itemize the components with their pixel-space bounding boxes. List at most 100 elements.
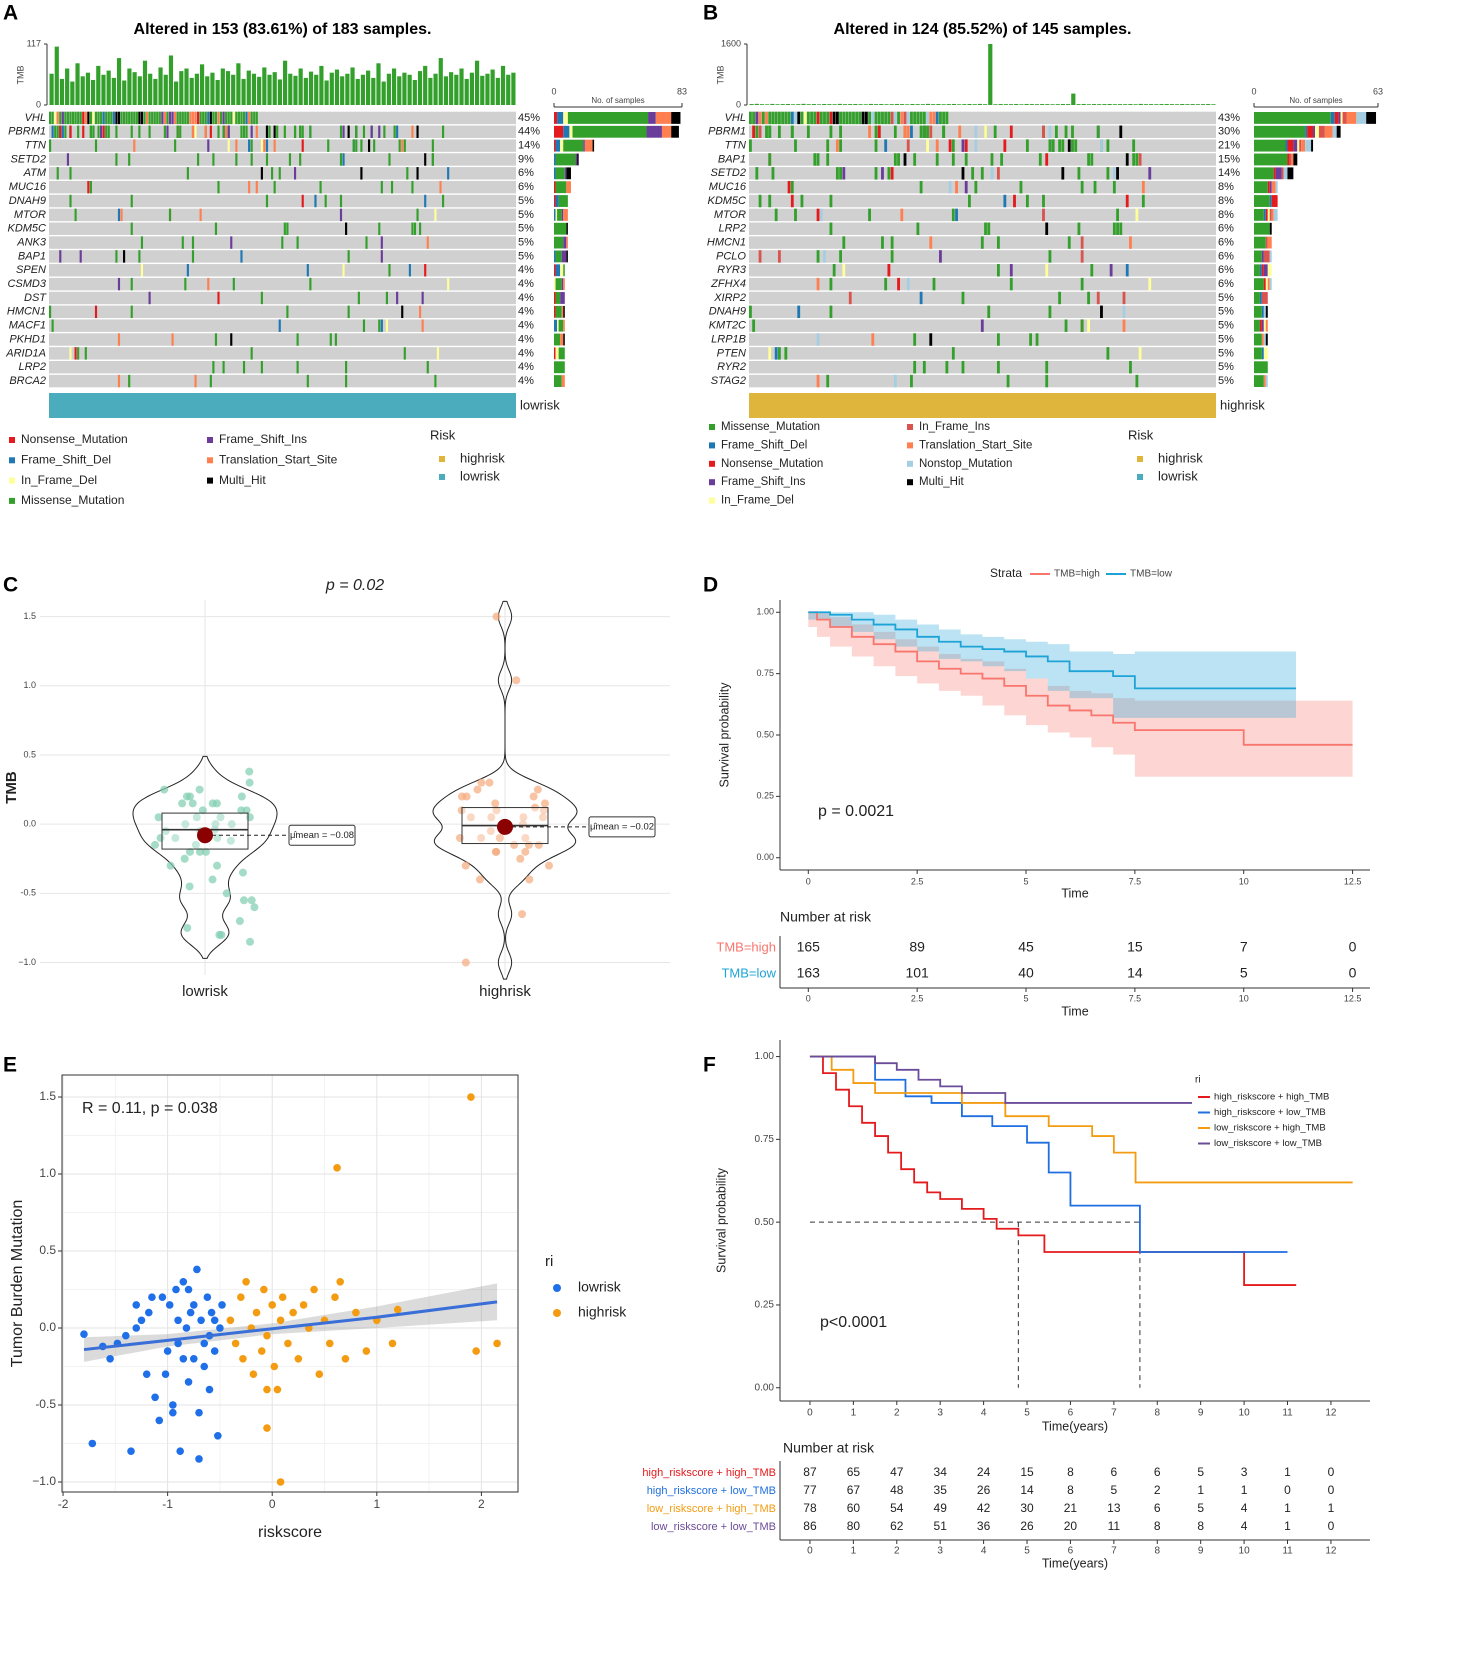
mean-box <box>588 816 656 838</box>
tmb-bar <box>246 70 251 105</box>
mutation-cell <box>768 153 772 166</box>
mutation-cell <box>100 125 103 138</box>
tmb-bar <box>983 104 988 105</box>
group-label: highrisk <box>1220 397 1265 412</box>
mutation-cell <box>148 125 151 138</box>
mutation-cell <box>130 111 133 125</box>
point <box>201 847 210 856</box>
mutation-cell <box>380 236 383 249</box>
point <box>521 834 530 843</box>
mutation-cell <box>248 180 251 194</box>
count-bar-segment <box>1313 125 1316 138</box>
tmb-bar <box>858 104 863 105</box>
mutation-cell <box>774 208 778 222</box>
mutation-cell <box>774 111 778 125</box>
count-bar-segment <box>661 125 672 138</box>
mutation-cell <box>1045 361 1049 374</box>
point <box>176 1447 184 1455</box>
x-tick-label: 2 <box>478 1497 485 1511</box>
mutation-cell <box>441 125 445 138</box>
y-tick-label: 0.0 <box>23 819 36 829</box>
mutation-cell <box>1106 139 1110 152</box>
point <box>250 903 259 912</box>
gene-row <box>49 194 516 208</box>
mutation-cell <box>82 111 85 125</box>
count-bar-segment <box>1340 112 1343 124</box>
point <box>539 806 548 815</box>
risk-x-tick-label: 4 <box>981 1546 987 1557</box>
mutation-cell <box>935 153 939 166</box>
mutation-cell <box>235 153 238 166</box>
gene-percent: 4% <box>518 333 534 345</box>
risk-x-tick-label: 0 <box>806 993 811 1003</box>
tmb-bar <box>168 55 174 105</box>
mutation-cell <box>951 347 955 360</box>
mutation-cell <box>82 125 85 138</box>
count-bar-segment <box>1336 125 1341 138</box>
mutation-cell <box>939 111 942 125</box>
mutation-cell <box>996 236 1000 249</box>
tmb-bar <box>308 71 314 105</box>
mutation-cell <box>903 111 907 125</box>
tmb-bar <box>490 69 495 105</box>
mutation-cell <box>352 139 355 152</box>
mutation-cell <box>54 111 57 125</box>
mutation-cell <box>148 111 151 125</box>
tmb-bar <box>1097 104 1102 105</box>
count-bar-segment <box>1291 153 1294 166</box>
point <box>213 861 222 870</box>
tmb-bar <box>298 68 303 105</box>
count-bar-segment <box>1261 333 1264 346</box>
mean-box <box>288 824 356 846</box>
risk-count: 87 <box>803 1465 817 1479</box>
tmb-bar <box>1029 104 1034 105</box>
count-bar-segment <box>561 305 564 318</box>
mutation-cell <box>197 111 200 125</box>
gene-percent: 21% <box>1218 140 1240 152</box>
point <box>211 820 220 829</box>
mutation-cell <box>990 153 994 166</box>
mutation-cell <box>186 264 189 277</box>
x-tick-label: 6 <box>1068 1408 1074 1419</box>
mutation-cell <box>378 125 381 138</box>
mutation-cell <box>166 111 169 125</box>
point <box>533 785 542 794</box>
mutation-cell <box>388 264 391 277</box>
mutation-cell <box>942 111 946 125</box>
mutation-cell <box>191 111 195 125</box>
mutation-cell <box>79 111 82 125</box>
count-bar-segment <box>1265 278 1268 291</box>
mutation-cell <box>1138 347 1142 360</box>
count-bar-segment <box>583 139 585 152</box>
tmb-bar <box>433 73 438 105</box>
mutation-cell <box>810 111 814 125</box>
mutation-cell <box>92 125 95 138</box>
mutation-cell <box>942 125 946 138</box>
count-bar-segment <box>1254 167 1274 180</box>
risk-count: 1 <box>1284 1501 1291 1515</box>
legend-label: Nonsense_Mutation <box>721 458 823 470</box>
gene-label: HMCN1 <box>7 306 46 318</box>
gene-row <box>49 153 516 166</box>
count-bar-segment <box>554 250 556 263</box>
mutation-cell <box>932 111 936 125</box>
mutation-cell <box>1112 167 1116 180</box>
tmb-bar <box>116 58 122 105</box>
gene-percent: 5% <box>1218 361 1234 373</box>
panel-label: C <box>3 574 18 597</box>
count-bar-segment <box>1269 250 1272 263</box>
gene-label: STAG2 <box>711 375 746 387</box>
mutation-cell <box>79 250 82 263</box>
count-bar-segment <box>1285 139 1288 152</box>
risk-count: 20 <box>1064 1519 1078 1533</box>
count-bar-segment <box>554 305 556 318</box>
mutation-cell <box>117 208 121 222</box>
tmb-bar <box>775 104 780 105</box>
count-bar-segment <box>554 333 561 346</box>
count-bar-segment <box>671 112 681 124</box>
mutation-cell <box>342 125 345 138</box>
tmb-bar <box>1211 104 1216 105</box>
mutation-cell <box>1064 319 1068 332</box>
gene-row <box>749 125 1216 138</box>
risk-x-tick-label: 10 <box>1239 993 1249 1003</box>
